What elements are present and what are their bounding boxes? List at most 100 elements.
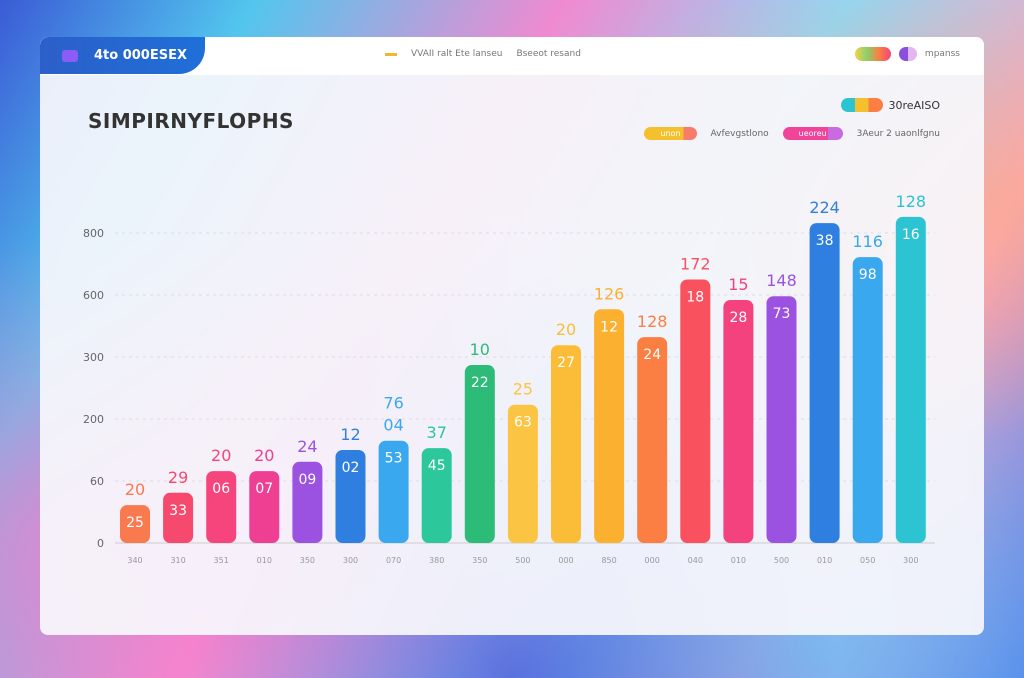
- color-swatch-icon: [854, 47, 891, 61]
- bar-top-label: 76: [383, 394, 403, 413]
- bar-inner-label: 06: [212, 481, 230, 497]
- bar-top-label: 24: [297, 437, 317, 456]
- y-tick-label: 200: [83, 413, 104, 426]
- bar-inner-label: 98: [859, 267, 877, 283]
- bar: [507, 404, 538, 543]
- bar-top-label: 20: [125, 480, 145, 499]
- bar-top-label: 126: [594, 284, 625, 303]
- bar-inner-label: 38: [816, 233, 834, 249]
- bar-top-label: 12: [340, 425, 360, 444]
- bar-top-label: 25: [513, 380, 533, 399]
- bar: [292, 461, 323, 543]
- bar-inner-label: 63: [514, 415, 532, 431]
- bar-inner-label: 27: [557, 355, 575, 371]
- bar-top-label: 29: [168, 468, 188, 487]
- legend-top-label: 30reAISO: [888, 98, 940, 112]
- y-tick-label: 60: [90, 475, 104, 488]
- bar: [551, 345, 581, 543]
- bar-inner-label: 22: [471, 375, 489, 391]
- subtitle-text-2: Bseeot resand: [516, 49, 581, 59]
- legend: unon Avfevgstlono ueoreu 3Aeur 2 uaonlfg…: [644, 127, 940, 140]
- x-tick-label: 310: [170, 556, 185, 565]
- header-subtitle: VVAII ralt Ete lanseu Bseeot resand: [385, 49, 581, 59]
- bar-top-label: 128: [637, 312, 668, 331]
- bar-inner-label: 33: [169, 503, 187, 519]
- bar: [594, 309, 625, 543]
- header-tab[interactable]: 4to 000ESEX: [40, 37, 205, 74]
- x-tick-label: 340: [127, 556, 142, 565]
- bar-inner-label: 28: [729, 310, 747, 326]
- bar: [766, 296, 797, 543]
- legend-top: 30reAISO: [840, 98, 940, 112]
- x-tick-label: 300: [343, 556, 358, 565]
- bar: [637, 337, 668, 543]
- x-tick-label: 040: [688, 556, 703, 565]
- header-right: mpanss: [854, 47, 960, 61]
- legend-pill-1[interactable]: ueoreu: [782, 127, 843, 140]
- tab-label: 4to 000ESEX: [94, 48, 187, 63]
- y-tick-label: 300: [83, 351, 104, 364]
- bar: [680, 279, 711, 543]
- bar: [464, 365, 495, 543]
- x-tick-label: 000: [558, 556, 573, 565]
- chart-title: SIMPIRNYFLOPHS: [88, 109, 294, 133]
- bar-inner-label: 02: [342, 460, 360, 476]
- x-tick-label: 351: [214, 556, 229, 565]
- bar-inner-label: 45: [428, 458, 446, 474]
- legend-pill-0[interactable]: unon: [644, 127, 697, 140]
- y-tick-label: 0: [97, 537, 104, 550]
- bar-top-label: 20: [556, 320, 576, 339]
- x-tick-label: 500: [774, 556, 789, 565]
- bar: [163, 492, 194, 543]
- bar-top-label: 37: [427, 423, 447, 442]
- bar-top-label: 172: [680, 255, 711, 274]
- bar-top-label: 128: [896, 192, 927, 211]
- x-tick-label: 350: [472, 556, 487, 565]
- bar: [421, 448, 452, 543]
- bar-top-label: 116: [852, 232, 883, 251]
- subtitle-text: VVAII ralt Ete lanseu: [411, 49, 503, 59]
- bar-inner-label: 18: [686, 290, 704, 306]
- x-tick-label: 010: [257, 556, 272, 565]
- bar: [206, 471, 237, 543]
- bar-top-label: 148: [766, 271, 797, 290]
- bar: [852, 257, 883, 543]
- dash-icon: [385, 52, 397, 56]
- bar: [378, 440, 409, 543]
- bar: [249, 471, 280, 543]
- x-tick-label: 380: [429, 556, 444, 565]
- bar: [723, 299, 754, 543]
- bar-inner-label: 73: [773, 306, 791, 322]
- legend-label-0: Avfevgstlono: [710, 128, 769, 139]
- x-tick-label: 350: [300, 556, 315, 565]
- bar-inner-label: 24: [643, 347, 661, 363]
- bar-inner-label: 25: [126, 515, 144, 531]
- y-tick-label: 600: [83, 289, 104, 302]
- y-tick-label: 800: [83, 227, 104, 240]
- x-tick-label: 010: [817, 556, 832, 565]
- x-tick-label: 300: [903, 556, 918, 565]
- app-icon: [62, 49, 78, 62]
- bar-inner-label: 16: [902, 227, 920, 243]
- legend-swatch-icon: [840, 98, 883, 112]
- x-tick-label: 000: [645, 556, 660, 565]
- bar-inner-label: 07: [255, 481, 273, 497]
- color-dot-icon: [898, 47, 917, 61]
- header-right-label: mpanss: [924, 49, 960, 59]
- bar: [335, 450, 366, 543]
- x-tick-label: 070: [386, 556, 401, 565]
- bar-top-label: 04: [383, 416, 403, 435]
- bar-top-label: 10: [470, 340, 490, 359]
- x-tick-label: 010: [731, 556, 746, 565]
- legend-label-1: 3Aeur 2 uaonlfgnu: [856, 128, 940, 139]
- bar-top-label: 20: [254, 446, 274, 465]
- bar: [120, 505, 150, 543]
- bar-inner-label: 53: [385, 451, 403, 467]
- x-tick-label: 050: [860, 556, 875, 565]
- bar-inner-label: 12: [600, 319, 618, 335]
- bar-top-label: 224: [809, 198, 840, 217]
- bar-inner-label: 09: [298, 472, 316, 488]
- bar: [895, 216, 926, 543]
- x-tick-label: 500: [515, 556, 530, 565]
